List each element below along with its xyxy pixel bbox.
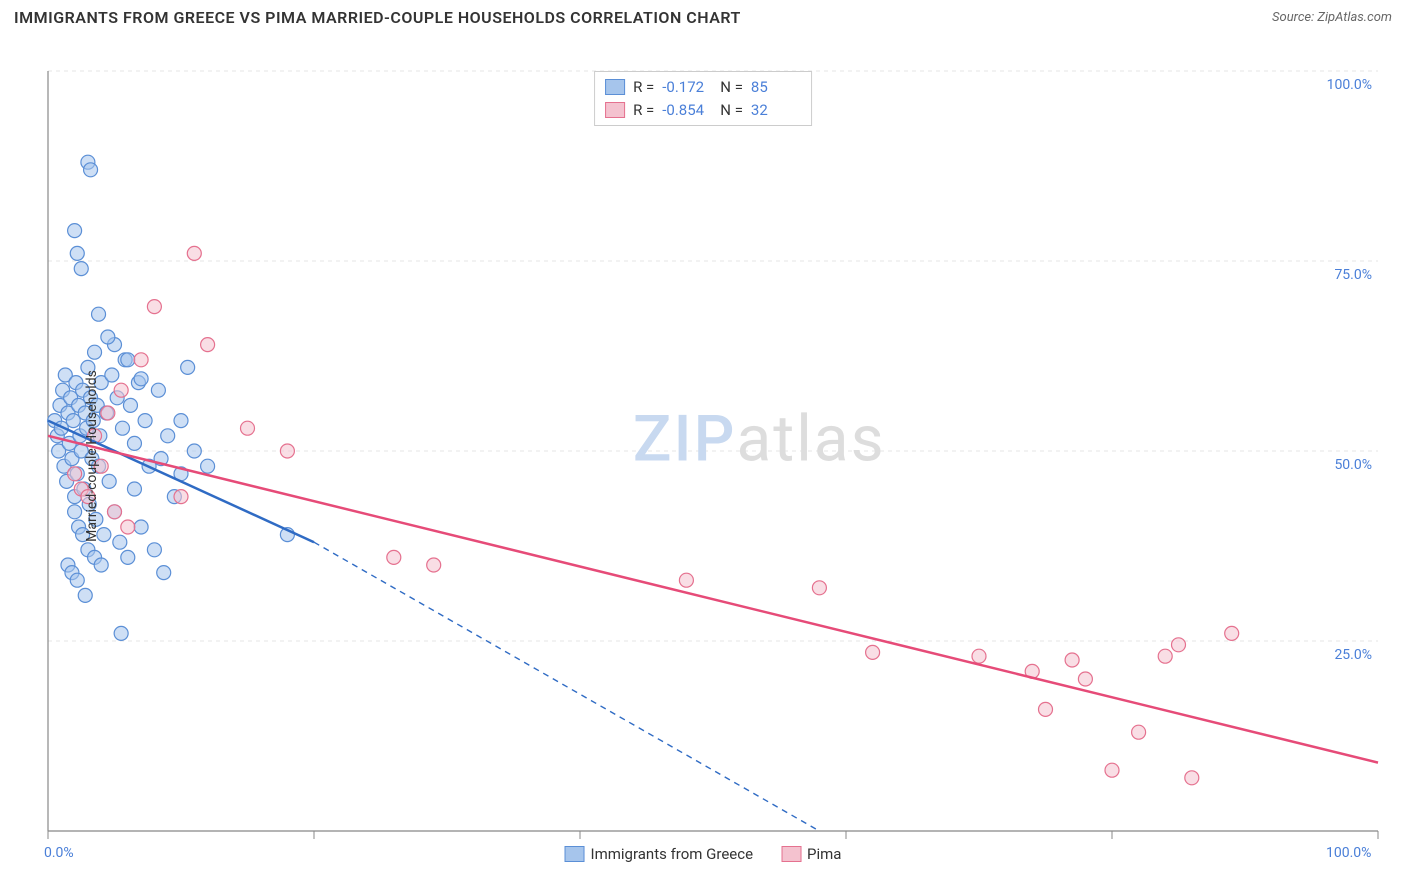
chart-title: IMMIGRANTS FROM GREECE VS PIMA MARRIED-C… bbox=[14, 8, 741, 27]
n-value-pima: 32 bbox=[751, 99, 801, 122]
swatch-pima bbox=[605, 102, 625, 118]
scatter-plot-svg: 25.0% 50.0% 75.0% 100.0% bbox=[0, 31, 1406, 881]
x-axis-min-label: 0.0% bbox=[44, 845, 74, 861]
swatch-pima-icon bbox=[781, 846, 801, 862]
swatch-greece-icon bbox=[565, 846, 585, 862]
legend-row-greece: R = -0.172 N = 85 bbox=[605, 76, 801, 99]
legend-item-pima: Pima bbox=[781, 845, 841, 863]
svg-text:50.0%: 50.0% bbox=[1334, 457, 1372, 473]
legend-item-greece: Immigrants from Greece bbox=[565, 845, 754, 863]
swatch-greece bbox=[605, 79, 625, 95]
series-legend: Immigrants from Greece Pima bbox=[565, 845, 842, 863]
chart-header: IMMIGRANTS FROM GREECE VS PIMA MARRIED-C… bbox=[0, 0, 1406, 31]
chart-area: Married-couple Households 25.0% 50.0% 75.0… bbox=[0, 31, 1406, 881]
n-label: N = bbox=[720, 99, 743, 122]
legend-label-greece: Immigrants from Greece bbox=[591, 845, 754, 863]
n-value-greece: 85 bbox=[751, 76, 801, 99]
r-value-pima: -0.854 bbox=[662, 99, 712, 122]
svg-text:25.0%: 25.0% bbox=[1334, 647, 1372, 663]
r-value-greece: -0.172 bbox=[662, 76, 712, 99]
svg-text:75.0%: 75.0% bbox=[1334, 267, 1372, 283]
legend-label-pima: Pima bbox=[807, 845, 841, 863]
r-label: R = bbox=[633, 76, 654, 99]
source-label: Source: ZipAtlas.com bbox=[1272, 10, 1392, 25]
y-axis-label: Married-couple Households bbox=[84, 370, 100, 542]
n-label: N = bbox=[720, 76, 743, 99]
svg-text:100.0%: 100.0% bbox=[1327, 77, 1372, 93]
legend-row-pima: R = -0.854 N = 32 bbox=[605, 99, 801, 122]
correlation-legend: R = -0.172 N = 85 R = -0.854 N = 32 bbox=[594, 71, 812, 126]
r-label: R = bbox=[633, 99, 654, 122]
x-axis-max-label: 100.0% bbox=[1326, 845, 1371, 861]
